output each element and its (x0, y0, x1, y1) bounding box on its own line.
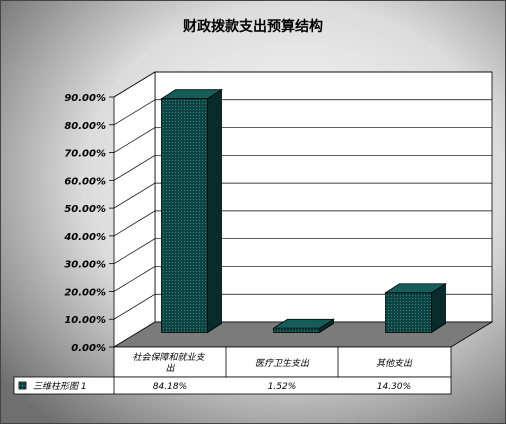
y-tick-label: 90.00% (64, 93, 106, 104)
bars (160, 88, 447, 334)
gridline-side (113, 210, 156, 237)
gridline-side (113, 127, 156, 153)
gridline-side (113, 266, 156, 292)
y-tick-label: 0.00% (71, 343, 106, 354)
chart-title: 财政拨款支出预算结构 (182, 18, 323, 35)
y-tick-label: 10.00% (64, 315, 106, 326)
y-tick-label: 50.00% (64, 204, 106, 215)
gridline-side (113, 71, 156, 98)
category-row (113, 346, 452, 378)
y-axis-ticks: 0.00% 10.00% 20.00% 30.00% 40.00% 50.00% 60.00… (63, 93, 114, 354)
category-label: 社会保障和就业支 出 (133, 352, 208, 374)
y-tick-label: 30.00% (64, 260, 106, 271)
legend-series-name: 三维柱形图 1 (33, 381, 87, 392)
value-label: 1.52% (268, 382, 297, 392)
bar-side (207, 88, 222, 334)
gridline-side (113, 238, 156, 264)
series-row (13, 376, 452, 395)
y-tick-label: 60.00% (64, 176, 106, 187)
category-label-line: 社会保障和就业支 (133, 352, 206, 363)
category-label: 其他支出 (376, 358, 413, 369)
bar (384, 283, 447, 334)
data-table: 社会保障和就业支 出 医疗卫生支出 其他支出 三维柱形图 1 84.18% 1.… (13, 346, 452, 395)
category-label-line: 出 (165, 363, 175, 374)
side-wall (113, 71, 156, 348)
gridline-side (113, 155, 156, 181)
y-tick-label: 70.00% (64, 149, 106, 160)
value-label: 84.18% (153, 382, 187, 392)
bar-front-texture (161, 98, 208, 333)
gridline-side (113, 293, 156, 320)
gridline-side (113, 182, 156, 209)
legend-swatch-dots (18, 381, 27, 390)
y-tick-label: 80.00% (64, 121, 106, 132)
gridline-side (113, 99, 156, 126)
value-label: 14.30% (377, 382, 411, 392)
bar (160, 88, 223, 334)
category-label: 医疗卫生支出 (255, 358, 310, 369)
bar-front-texture (273, 328, 320, 333)
y-tick-label: 20.00% (64, 287, 106, 298)
y-tick-label: 40.00% (63, 232, 106, 243)
bar (272, 318, 335, 334)
bar-front-texture (385, 292, 432, 333)
